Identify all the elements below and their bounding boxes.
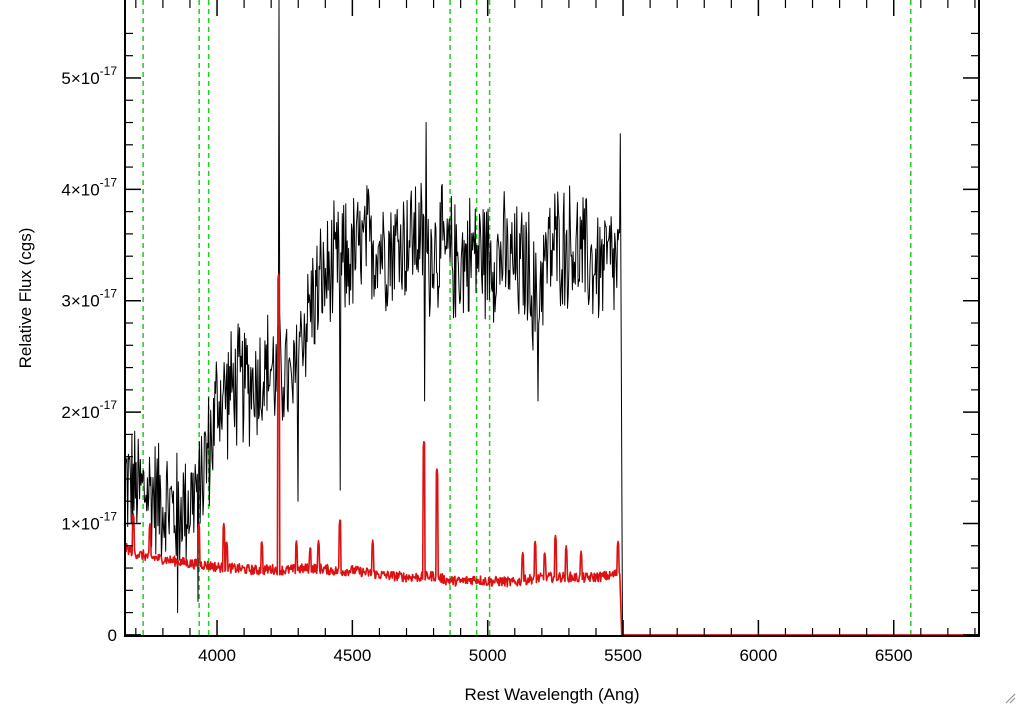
x-axis-title: Rest Wavelength (Ang) <box>464 685 639 704</box>
x-tick-label-5: 6500 <box>875 646 913 665</box>
series-line-0 <box>125 0 623 635</box>
series-line-1 <box>124 273 979 636</box>
y-tick-label-3: 3×10-17 <box>61 287 117 311</box>
x-tick-label-1: 4500 <box>333 646 371 665</box>
y-axis-ticks: 0 1×10-17 2×10-17 3×10-17 4×10-17 5×10-17 <box>61 32 979 645</box>
series-layer <box>124 0 979 636</box>
y-tick-label-2: 2×10-17 <box>61 398 117 422</box>
x-tick-label-2: 5000 <box>469 646 507 665</box>
x-tick-label-4: 6000 <box>739 646 777 665</box>
emission-line-markers <box>142 0 912 636</box>
x-tick-label-0: 4000 <box>198 646 236 665</box>
resize-grip-icon[interactable] <box>1004 692 1016 704</box>
x-axis-ticks: 4000 4500 5000 5500 6000 6500 <box>135 0 976 665</box>
y-tick-label-0: 0 <box>108 626 117 645</box>
x-tick-label-3: 5500 <box>604 646 642 665</box>
y-tick-label-4: 4×10-17 <box>61 175 117 199</box>
y-axis-title: Relative Flux (cgs) <box>16 228 35 369</box>
y-tick-label-1: 1×10-17 <box>61 510 117 534</box>
y-tick-label-5: 5×10-17 <box>61 64 117 88</box>
plot-frame <box>124 0 980 637</box>
